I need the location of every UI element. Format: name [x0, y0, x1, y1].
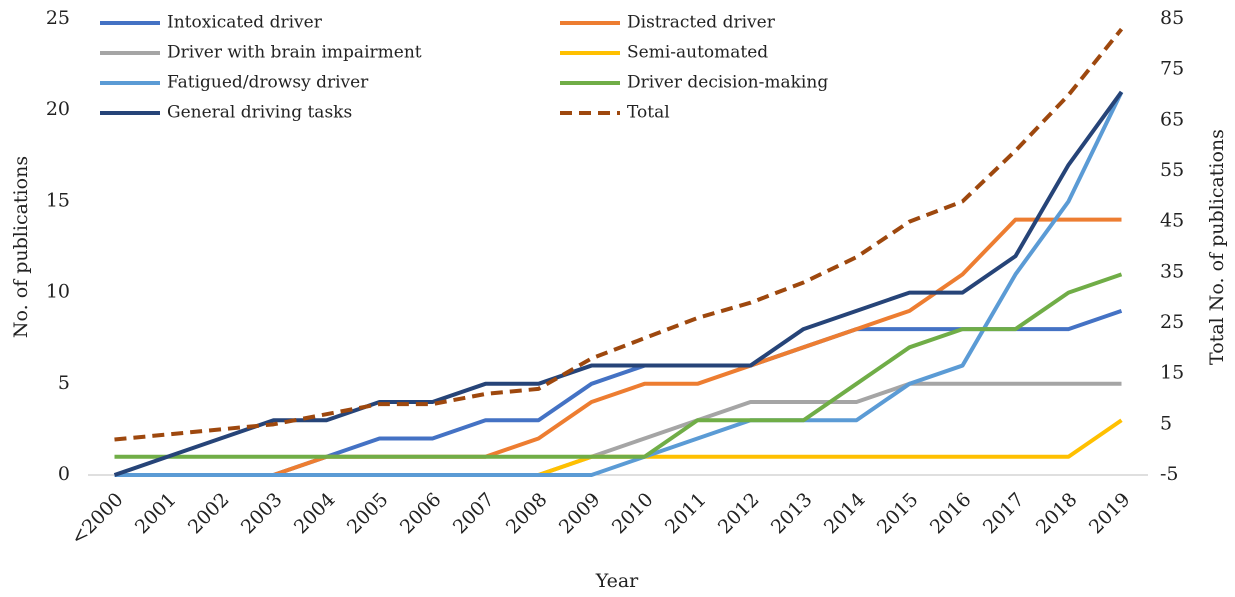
x-tick-label: 2016 [926, 489, 976, 539]
x-axis-label: Year [595, 570, 639, 592]
y2-tick-label: 65 [1160, 108, 1184, 130]
x-tick-label: 2001 [131, 489, 181, 539]
x-tick-label: 2012 [714, 489, 764, 539]
legend-label: Distracted driver [627, 13, 776, 33]
y2-tick-label: 15 [1160, 362, 1184, 384]
y2-tick-label: 5 [1160, 412, 1172, 434]
y2-tick-label: 55 [1160, 159, 1184, 181]
y-tick-label: 10 [46, 281, 70, 303]
y2-tick-label: 35 [1160, 260, 1184, 282]
y2-tick-label: -5 [1160, 463, 1179, 485]
x-tick-label: 2004 [290, 489, 340, 539]
legend-label: Intoxicated driver [167, 13, 323, 33]
x-tick-label: 2015 [873, 489, 923, 539]
y2-tick-label: 85 [1160, 7, 1184, 29]
x-tick-label: 2008 [502, 489, 552, 539]
y-tick-label: 25 [46, 7, 70, 29]
legend-label: General driving tasks [167, 103, 352, 123]
series-line [113, 90, 1124, 477]
x-tick-label: 2007 [449, 489, 499, 539]
x-tick-label: 2017 [979, 489, 1029, 539]
x-tick-label: 2003 [237, 489, 287, 539]
x-tick-label: 2009 [555, 489, 605, 539]
legend-label: Semi-automated [627, 43, 768, 63]
series-line [114, 27, 1124, 442]
x-tick-label: 2019 [1085, 489, 1135, 539]
x-tick-label: 2014 [820, 489, 870, 539]
x-tick-label: 2018 [1032, 489, 1082, 539]
y2-tick-label: 75 [1160, 58, 1184, 80]
series-line [114, 91, 1124, 477]
legend-label: Fatigued/drowsy driver [167, 73, 369, 93]
series-line [114, 272, 1123, 459]
y2-tick-label: 45 [1160, 210, 1184, 232]
x-tick-label: 2011 [661, 489, 711, 539]
x-tick-label: 2013 [767, 489, 817, 539]
x-tick-label: 2006 [396, 489, 446, 539]
x-tick-label: <2000 [67, 489, 128, 550]
x-tick-label: 2005 [343, 489, 393, 539]
y-tick-label: 15 [46, 189, 70, 211]
legend-label: Driver decision-making [627, 73, 828, 93]
y-axis-label: No. of publications [10, 156, 32, 338]
legend-label: Total [627, 103, 670, 123]
y2-tick-label: 25 [1160, 311, 1184, 333]
y-tick-label: 5 [58, 372, 70, 394]
legend-label: Driver with brain impairment [167, 43, 422, 63]
x-tick-label: 2002 [184, 489, 234, 539]
y2-axis-label: Total No. of publications [1206, 129, 1228, 365]
series-line [537, 418, 1123, 477]
x-tick-label: 2010 [608, 489, 658, 539]
series-line [114, 381, 1122, 477]
y-tick-label: 20 [46, 98, 70, 120]
y-tick-label: 0 [58, 463, 70, 485]
